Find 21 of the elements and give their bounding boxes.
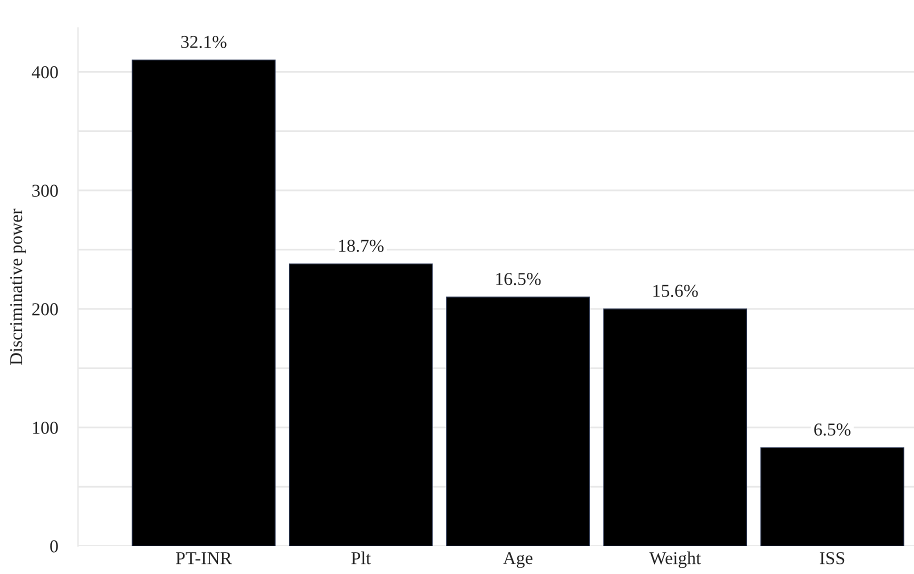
bar bbox=[603, 308, 748, 546]
annotation: 18.7% bbox=[339, 240, 384, 252]
annotation: 6.5% bbox=[814, 423, 850, 436]
y-axis-title: Discriminative power bbox=[10, 208, 26, 365]
annotation: 16.5% bbox=[496, 272, 541, 286]
bar bbox=[760, 447, 904, 546]
y-tick-label: 400 bbox=[32, 66, 58, 78]
x-tick-label: PT-INR bbox=[176, 552, 232, 564]
y-tick-label: 0 bbox=[50, 540, 58, 552]
x-tick-label: Plt bbox=[351, 552, 371, 564]
x-tick-label: Age bbox=[503, 552, 532, 568]
x-tick-label: ISS bbox=[820, 552, 844, 564]
y-tick-label: 200 bbox=[32, 303, 58, 316]
y-tick-label: 100 bbox=[33, 422, 58, 434]
annotation: 32.1% bbox=[181, 36, 226, 48]
bar bbox=[446, 296, 590, 546]
y-tick-label: 300 bbox=[32, 184, 58, 197]
x-tick-label: Weight bbox=[649, 552, 701, 568]
annotation: 15.6% bbox=[653, 284, 698, 298]
bar bbox=[288, 263, 433, 546]
bar bbox=[132, 60, 276, 546]
